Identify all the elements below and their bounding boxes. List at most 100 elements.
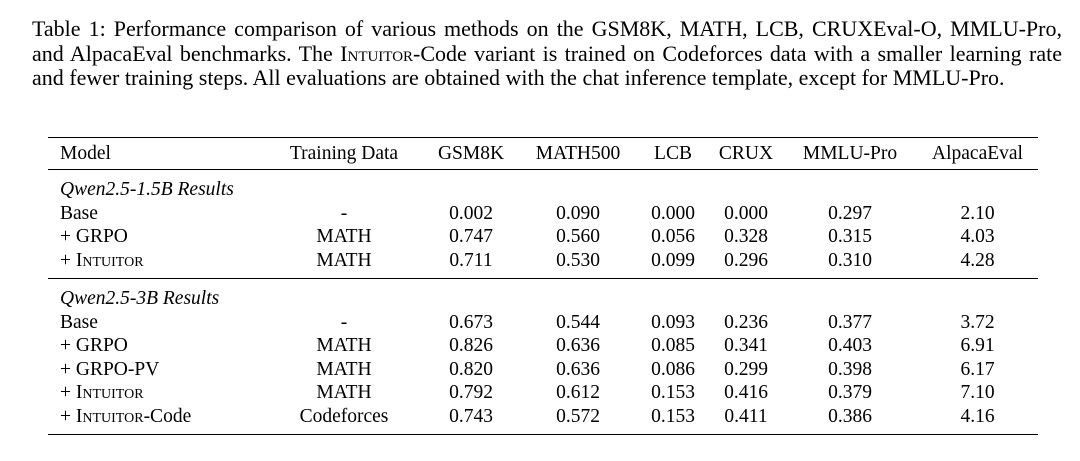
model-name-suffix: -Code: [143, 405, 192, 427]
crux-cell: 0.000: [724, 202, 768, 224]
crux-cell: 0.299: [724, 358, 768, 380]
model-name-cell: + GRPO: [48, 334, 265, 358]
crux-cell: 0.328: [724, 226, 768, 247]
header-gsm8k: GSM8K: [423, 137, 519, 170]
header-model: Model: [48, 137, 265, 170]
table-row: + Intuitor MATH 0.792 0.612 0.153 0.416 0.379 7…: [48, 381, 1038, 405]
model-name-method: Intuitor: [75, 382, 144, 403]
model-name-prefix: +: [60, 382, 76, 403]
model-name-cell: + Intuitor-Code: [48, 404, 265, 435]
model-name-cell: + GRPO: [48, 225, 265, 249]
mmlu-pro-cell: 0.297: [828, 202, 872, 224]
math500-cell: 0.636: [556, 358, 600, 380]
alpacaeval-cell: 7.10: [960, 382, 995, 403]
gsm8k-cell: 0.826: [449, 335, 493, 356]
math500-cell: 0.612: [556, 382, 600, 403]
model-name-cell: + Intuitor: [48, 381, 265, 405]
table-caption: Table 1: Performance comparison of vario…: [32, 16, 1062, 91]
table-row: Base - 0.673 0.544 0.093 0.236 0.377 3.72: [48, 311, 1038, 335]
lcb-cell: 0.056: [651, 226, 695, 247]
mmlu-pro-cell: 0.310: [828, 249, 872, 271]
table-row: Base - 0.002 0.090 0.000 0.000 0.297 2.10: [48, 202, 1038, 226]
crux-cell: 0.296: [724, 249, 768, 271]
group-title-row: Qwen2.5-1.5B Results: [48, 170, 1038, 202]
mmlu-pro-cell: 0.403: [828, 335, 872, 356]
mmlu-pro-cell: 0.315: [828, 226, 872, 247]
table-row: + GRPO-PV MATH 0.820 0.636 0.086 0.299 0.398 6.…: [48, 358, 1038, 382]
gsm8k-cell: 0.002: [449, 202, 493, 224]
alpacaeval-cell: 4.16: [917, 404, 1038, 435]
crux-cell: 0.341: [724, 335, 768, 356]
model-name-cell: Base: [48, 202, 265, 226]
math500-cell: 0.530: [556, 249, 600, 271]
model-name-cell: Base: [48, 311, 265, 335]
table-row: + GRPO MATH 0.826 0.636 0.085 0.341 0.403 6.91: [48, 334, 1038, 358]
crux-cell: 0.236: [724, 311, 768, 333]
alpacaeval-cell: 2.10: [960, 202, 995, 224]
model-name-prefix: Base: [60, 202, 98, 224]
alpacaeval-cell: 6.17: [960, 358, 995, 380]
gsm8k-cell: 0.820: [449, 358, 493, 380]
model-name-prefix: +: [60, 405, 76, 427]
table-row: + Intuitor-Code Codeforces 0.743 0.572 0.153…: [48, 404, 1038, 435]
header-row: Model Training Data GSM8K MATH500 LCB CR…: [48, 137, 1038, 170]
mmlu-pro-cell: 0.398: [828, 358, 872, 380]
math500-cell: 0.636: [556, 335, 600, 356]
header-math500: MATH500: [519, 137, 637, 170]
training-data-cell: MATH: [316, 226, 372, 247]
model-name-prefix: + GRPO-PV: [60, 358, 160, 380]
lcb-cell: 0.099: [651, 249, 695, 271]
training-data-cell: -: [340, 311, 348, 333]
alpacaeval-cell: 3.72: [960, 311, 995, 333]
gsm8k-cell: 0.743: [423, 404, 519, 435]
training-data-cell: MATH: [316, 249, 372, 271]
gsm8k-cell: 0.673: [449, 311, 493, 333]
caption-text-part2: -Code variant is trained on Codeforces d…: [32, 40, 1062, 90]
caption-method-name: Intuitor: [340, 40, 414, 66]
lcb-cell: 0.000: [651, 202, 695, 224]
math500-cell: 0.090: [556, 202, 600, 224]
training-data-cell: MATH: [316, 335, 372, 356]
caption-label: Table 1:: [32, 16, 106, 41]
mmlu-pro-cell: 0.386: [783, 404, 917, 435]
lcb-cell: 0.085: [651, 335, 695, 356]
table-row: + GRPO MATH 0.747 0.560 0.056 0.328 0.315 4.03: [48, 225, 1038, 249]
header-mmlu-pro: MMLU-Pro: [783, 137, 917, 170]
mmlu-pro-cell: 0.379: [828, 382, 872, 403]
header-training-data: Training Data: [265, 137, 423, 170]
crux-cell: 0.416: [724, 382, 768, 403]
model-name-cell: + Intuitor: [48, 249, 265, 279]
math500-cell: 0.544: [556, 311, 600, 333]
training-data-cell: MATH: [316, 358, 372, 380]
lcb-cell: 0.153: [651, 382, 695, 403]
results-table: Model Training Data GSM8K MATH500 LCB CR…: [48, 137, 1038, 435]
results-table-wrapper: Model Training Data GSM8K MATH500 LCB CR…: [48, 137, 1038, 435]
header-lcb: LCB: [637, 137, 709, 170]
group-title: Qwen2.5-1.5B Results: [60, 179, 234, 200]
training-data-cell: Codeforces: [265, 404, 423, 435]
table-row: + Intuitor MATH 0.711 0.530 0.099 0.296 0.310 4…: [48, 249, 1038, 279]
table-body: Qwen2.5-1.5B Results Base -0.002 0.090 0.000…: [48, 170, 1038, 435]
alpacaeval-cell: 4.03: [960, 226, 995, 247]
model-name-prefix: + GRPO: [60, 226, 128, 247]
training-data-cell: MATH: [316, 382, 372, 403]
header-crux: CRUX: [709, 137, 783, 170]
model-name-cell: + GRPO-PV: [48, 358, 265, 382]
group-title-row: Qwen2.5-3B Results: [48, 278, 1038, 311]
training-data-cell: -: [340, 202, 348, 224]
model-name-method: Intuitor: [75, 405, 144, 427]
header-alpacaeval: AlpacaEval: [917, 137, 1038, 170]
crux-cell: 0.411: [709, 404, 783, 435]
group-title: Qwen2.5-3B Results: [48, 278, 1038, 311]
math500-cell: 0.560: [556, 226, 600, 247]
lcb-cell: 0.086: [651, 358, 695, 380]
gsm8k-cell: 0.792: [449, 382, 493, 403]
model-name-prefix: Base: [60, 311, 98, 333]
mmlu-pro-cell: 0.377: [828, 311, 872, 333]
math500-cell: 0.572: [519, 404, 637, 435]
gsm8k-cell: 0.711: [449, 249, 493, 271]
model-name-method: Intuitor: [75, 249, 144, 271]
caption-text-part1: Performance comparison of various method…: [32, 16, 1062, 66]
model-name-prefix: + GRPO: [60, 335, 128, 356]
gsm8k-cell: 0.747: [449, 226, 493, 247]
